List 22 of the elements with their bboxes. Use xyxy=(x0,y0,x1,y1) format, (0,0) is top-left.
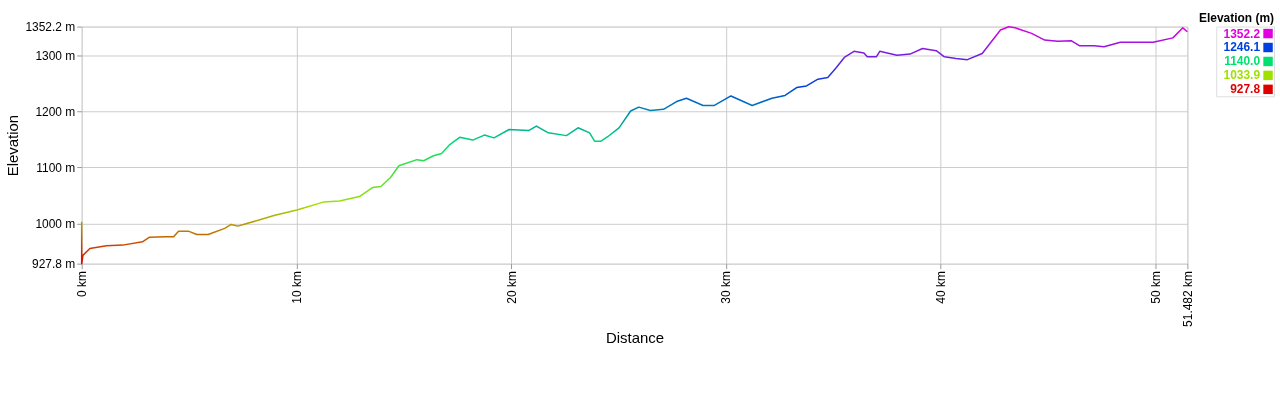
x-axis-title: Distance xyxy=(605,328,665,346)
y-tick-label: 1100 m xyxy=(36,160,76,175)
y-tick-label: 1352.2 m xyxy=(25,20,76,35)
y-axis-title: Elevation xyxy=(4,114,22,177)
line-series xyxy=(80,25,1189,265)
color-bar-label: 1246.1 xyxy=(1223,40,1261,55)
y-tick-label: 1300 m xyxy=(35,49,76,64)
color-bar-label: 1140.0 xyxy=(1224,54,1261,69)
y-tick-label: 1200 m xyxy=(35,105,76,120)
color-bar-label: 1352.2 xyxy=(1223,26,1261,41)
x-tick-label: 51.482 km xyxy=(1180,271,1195,327)
y-tick-label: 1000 m xyxy=(35,216,76,231)
x-tick-label: 10 km xyxy=(289,271,304,304)
y-tick-label: 927.8 m xyxy=(32,257,76,272)
x-tick-label: 30 km xyxy=(719,271,734,304)
x-tick-label: 0 km xyxy=(75,271,90,297)
color-bar-label: 1033.9 xyxy=(1223,68,1261,83)
x-tick-label: 20 km xyxy=(504,271,519,304)
color-bar-label: 927.8 xyxy=(1230,82,1261,97)
x-tick-label: 50 km xyxy=(1149,271,1164,304)
x-tick-label: 40 km xyxy=(934,271,949,304)
color-bar-title: Elevation (m) xyxy=(1199,10,1275,25)
